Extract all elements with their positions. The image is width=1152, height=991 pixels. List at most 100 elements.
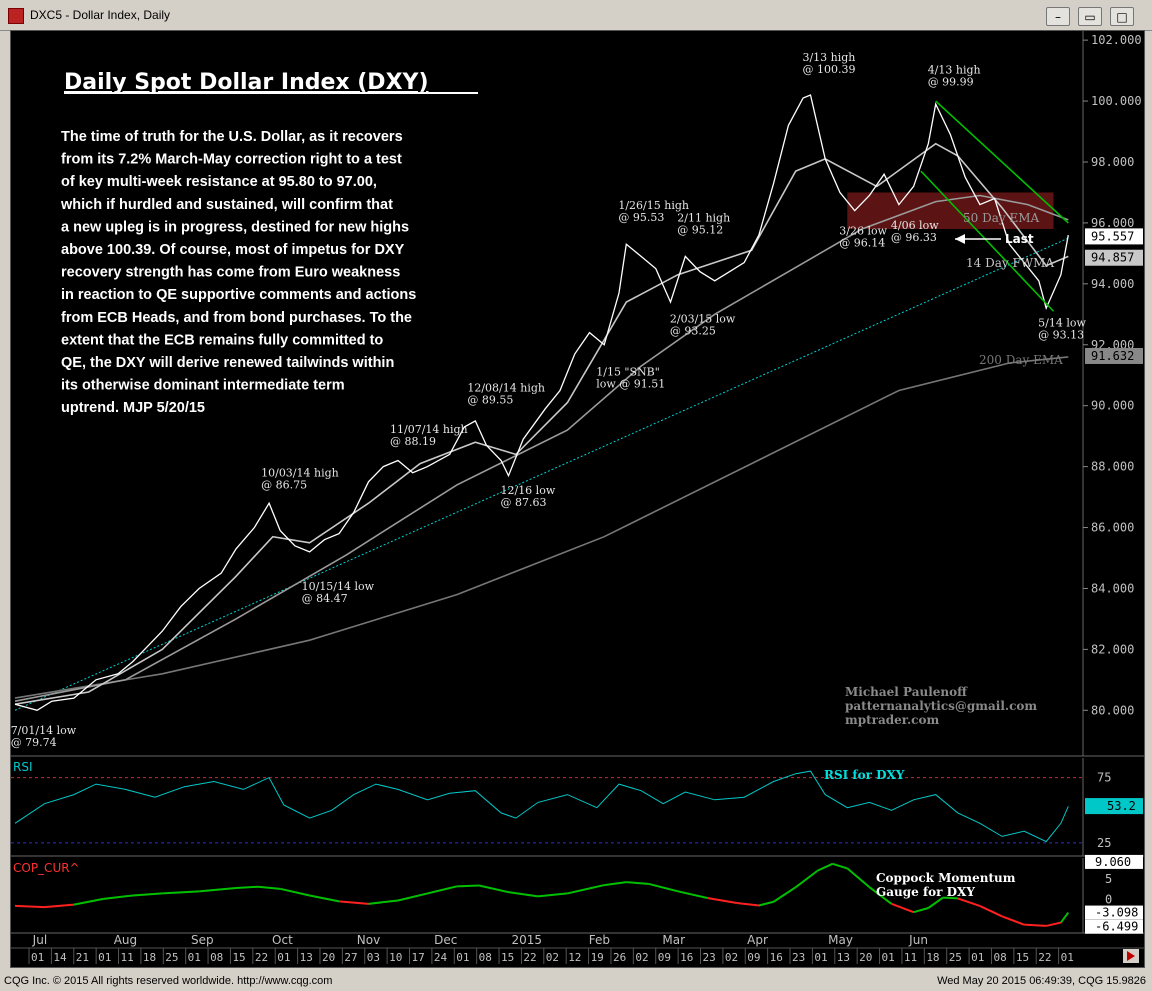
coppock-tag xyxy=(1085,854,1143,869)
coppock-panel: 9.060 5 0-3.098-6.499 COP_CUR^ Coppock Momen… xyxy=(11,854,1144,934)
svg-text:@ 87.63: @ 87.63 xyxy=(500,496,546,509)
coppock-segment xyxy=(1001,915,1025,926)
last-arrowhead xyxy=(955,234,965,244)
day-label: 11 xyxy=(121,951,134,964)
coppock-segment xyxy=(14,904,45,909)
chart-window: 102.000 100.000 98.000 96.000 94.000 92.000 90… xyxy=(10,30,1145,968)
minimize-button[interactable]: – xyxy=(1046,7,1070,26)
price-tick-label: 82.000 xyxy=(1091,642,1134,656)
day-label: 20 xyxy=(322,951,335,964)
price-annotation: 12/16 low@ 87.63 xyxy=(500,484,555,509)
day-label: 17 xyxy=(412,951,425,964)
svg-text:low @ 91.51: low @ 91.51 xyxy=(596,378,665,391)
price-tick-label: 88.000 xyxy=(1091,460,1134,474)
coppock-segment xyxy=(567,884,605,895)
svg-text:@ 93.13: @ 93.13 xyxy=(1038,328,1084,341)
price-tick-label: 102.000 xyxy=(1091,33,1142,47)
price-tick-label: 80.000 xyxy=(1091,703,1134,717)
day-label: 01 xyxy=(882,951,895,964)
month-label: Dec xyxy=(434,933,457,947)
day-label: 16 xyxy=(680,951,693,964)
coppock-segment xyxy=(832,862,848,870)
price-annotation: 10/15/14 low@ 84.47 xyxy=(302,580,375,605)
svg-text:2/11 high: 2/11 high xyxy=(677,212,730,225)
month-label: Nov xyxy=(357,933,380,947)
status-bar: CQG Inc. © 2015 All rights reserved worl… xyxy=(0,972,1152,991)
restore-button[interactable]: ▭ xyxy=(1078,7,1102,26)
coppock-segment xyxy=(891,902,914,914)
day-label: 13 xyxy=(300,951,313,964)
month-label: Aug xyxy=(114,933,137,947)
price-annotation: 3/13 high@ 100.39 xyxy=(802,51,855,76)
price-annotation: 11/07/14 high@ 88.19 xyxy=(390,423,468,448)
svg-text:@ 79.74: @ 79.74 xyxy=(11,736,57,749)
ema50-label: 50 Day EMA xyxy=(963,211,1040,225)
day-label: 12 xyxy=(568,951,581,964)
day-label: 10 xyxy=(389,951,402,964)
svg-text:2/03/15 low: 2/03/15 low xyxy=(670,313,736,326)
day-label: 16 xyxy=(770,951,783,964)
month-label: Sep xyxy=(191,933,214,947)
month-label: Jul xyxy=(32,933,47,947)
svg-text:@ 86.75: @ 86.75 xyxy=(261,479,307,492)
coppock-title: Coppock Momentum xyxy=(876,871,1016,885)
month-label: Mar xyxy=(662,933,685,947)
coppock-segment xyxy=(279,887,310,897)
coppock-segment xyxy=(942,896,958,900)
svg-text:@ 84.47: @ 84.47 xyxy=(302,592,348,605)
svg-text:@ 89.55: @ 89.55 xyxy=(467,393,513,406)
day-label: 01 xyxy=(188,951,201,964)
svg-text:@ 95.12: @ 95.12 xyxy=(677,224,723,237)
price-panel: 102.000100.00098.00096.00094.00092.00090… xyxy=(11,31,1144,757)
coppock-segment xyxy=(913,907,929,914)
svg-text:5/14 low: 5/14 low xyxy=(1038,316,1086,329)
commentary-line: recovery strength has come from Euro wea… xyxy=(61,265,400,281)
day-label: 20 xyxy=(859,951,872,964)
rsi-level-label: 75 xyxy=(1097,771,1111,785)
coppock-tag xyxy=(1085,919,1143,934)
price-annotation: 7/01/14 low@ 79.74 xyxy=(11,724,77,749)
price-tag xyxy=(1085,228,1143,245)
ema200-label: 200 Day EMA xyxy=(979,353,1063,367)
commentary: Daily Spot Dollar Index (DXY) The time of… xyxy=(60,70,478,416)
price-annotation: 4/06 low@ 96.33 xyxy=(891,219,939,244)
day-label: 18 xyxy=(926,951,939,964)
coppock-segment xyxy=(758,900,774,907)
author-credit: patternanalytics@gmail.com xyxy=(845,699,1037,713)
coppock-segment xyxy=(868,886,893,905)
coppock-segment xyxy=(508,891,539,898)
price-annotation: 2/03/15 low@ 93.25 xyxy=(670,313,736,338)
coppock-tick-label: 0 xyxy=(1105,893,1112,907)
price-annotation: 1/26/15 high@ 95.53 xyxy=(618,199,689,224)
coppock-segment xyxy=(817,862,833,872)
author-credit: mptrader.com xyxy=(845,713,939,727)
rsi-last-label: 53.2 xyxy=(1107,799,1136,813)
day-label: 23 xyxy=(702,951,715,964)
coppock-tag xyxy=(1085,905,1143,920)
price-series-line xyxy=(14,94,1069,712)
month-label: Apr xyxy=(747,933,768,947)
price-annotation: 12/08/14 high@ 89.55 xyxy=(467,381,545,406)
price-tick-label: 96.000 xyxy=(1091,216,1134,230)
price-annotation: 3/26 low@ 96.14 xyxy=(839,225,887,250)
coppock-segment xyxy=(427,885,458,895)
channel-lower-line xyxy=(920,170,1055,312)
day-label: 15 xyxy=(1016,951,1029,964)
maximize-button[interactable]: □ xyxy=(1110,7,1134,26)
day-label: 25 xyxy=(949,951,962,964)
svg-text:@ 96.33: @ 96.33 xyxy=(891,231,937,244)
day-label: 27 xyxy=(344,951,357,964)
coppock-segment xyxy=(368,899,399,905)
price-tag-label: 95.557 xyxy=(1091,229,1134,243)
svg-text:4/06 low: 4/06 low xyxy=(891,219,939,232)
day-label: 03 xyxy=(367,951,380,964)
commentary-line: uptrend. MJP 5/20/15 xyxy=(61,400,205,416)
svg-text:4/13 high: 4/13 high xyxy=(928,63,981,76)
day-label: 09 xyxy=(658,951,671,964)
coppock-segment xyxy=(103,894,133,900)
price-tag-label: 94.857 xyxy=(1091,251,1134,265)
day-label: 01 xyxy=(31,951,44,964)
commentary-line: The time of truth for the U.S. Dollar, a… xyxy=(61,129,403,145)
day-label: 19 xyxy=(591,951,604,964)
svg-text:3/13 high: 3/13 high xyxy=(802,51,855,64)
